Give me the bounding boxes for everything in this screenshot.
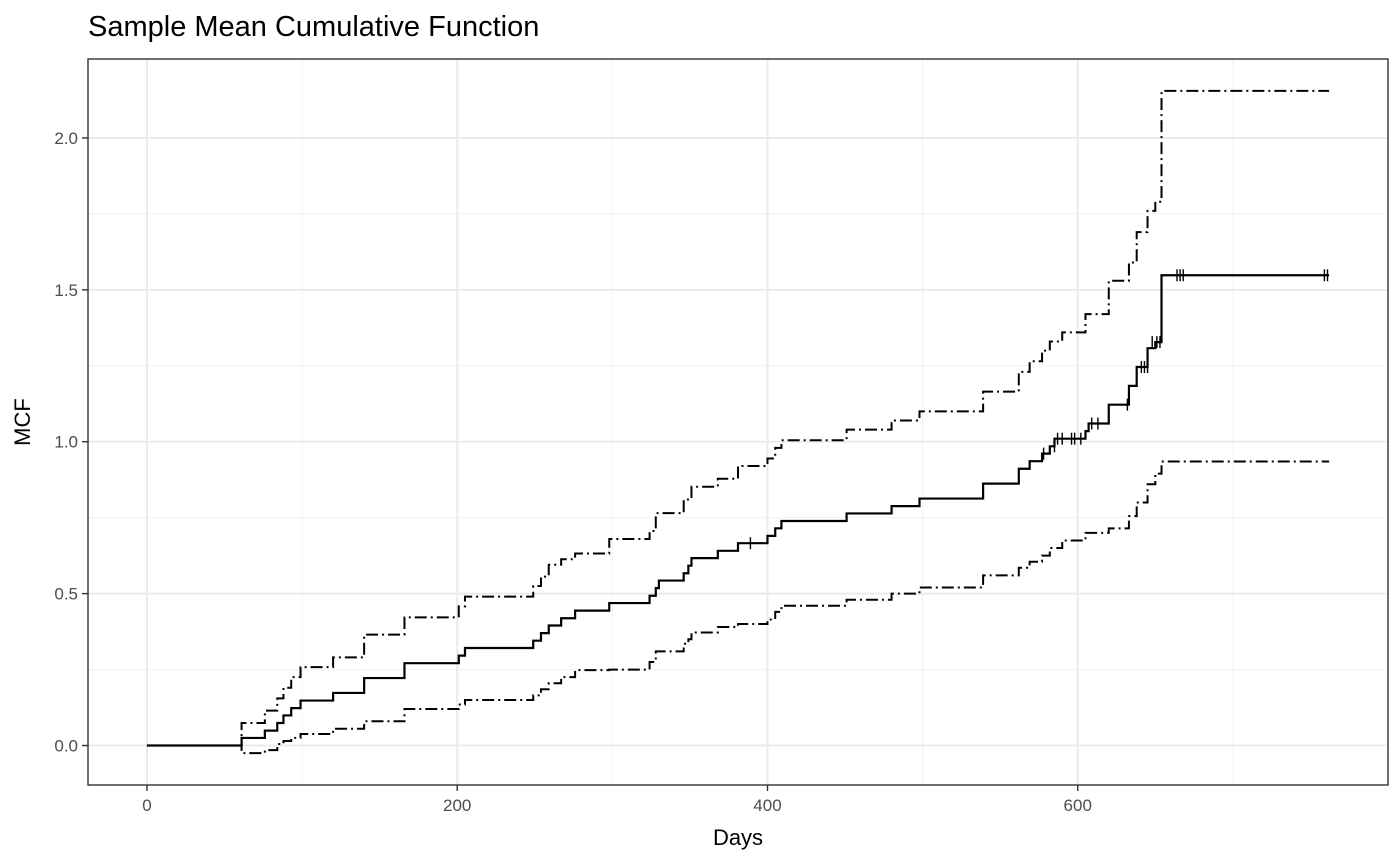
x-tick-label: 0	[142, 796, 151, 815]
grid-minor	[88, 59, 1388, 785]
lower-ci-line	[146, 460, 1330, 755]
y-axis-title: MCF	[10, 398, 35, 446]
chart-title: Sample Mean Cumulative Function	[88, 11, 539, 43]
x-tick-label: 200	[443, 796, 471, 815]
y-tick-label: 0.5	[54, 585, 78, 604]
grid-major	[88, 59, 1388, 785]
y-tick-label: 1.0	[54, 433, 78, 452]
x-tick-label: 400	[753, 796, 781, 815]
upper-ci-line	[146, 89, 1330, 747]
y-tick-label: 0.0	[54, 737, 78, 756]
x-axis-title: Days	[713, 825, 763, 850]
y-tick-label: 1.5	[54, 281, 78, 300]
y-tick-label: 2.0	[54, 129, 78, 148]
y-axis: 0.0 0.5 1.0 1.5 2.0	[54, 129, 88, 756]
mcf-line	[146, 274, 1330, 747]
series-layer	[146, 89, 1330, 755]
x-axis: 0 200 400 600	[142, 785, 1092, 815]
panel-border	[87, 58, 1389, 786]
censor-marks	[749, 269, 1329, 550]
x-tick-label: 600	[1064, 796, 1092, 815]
